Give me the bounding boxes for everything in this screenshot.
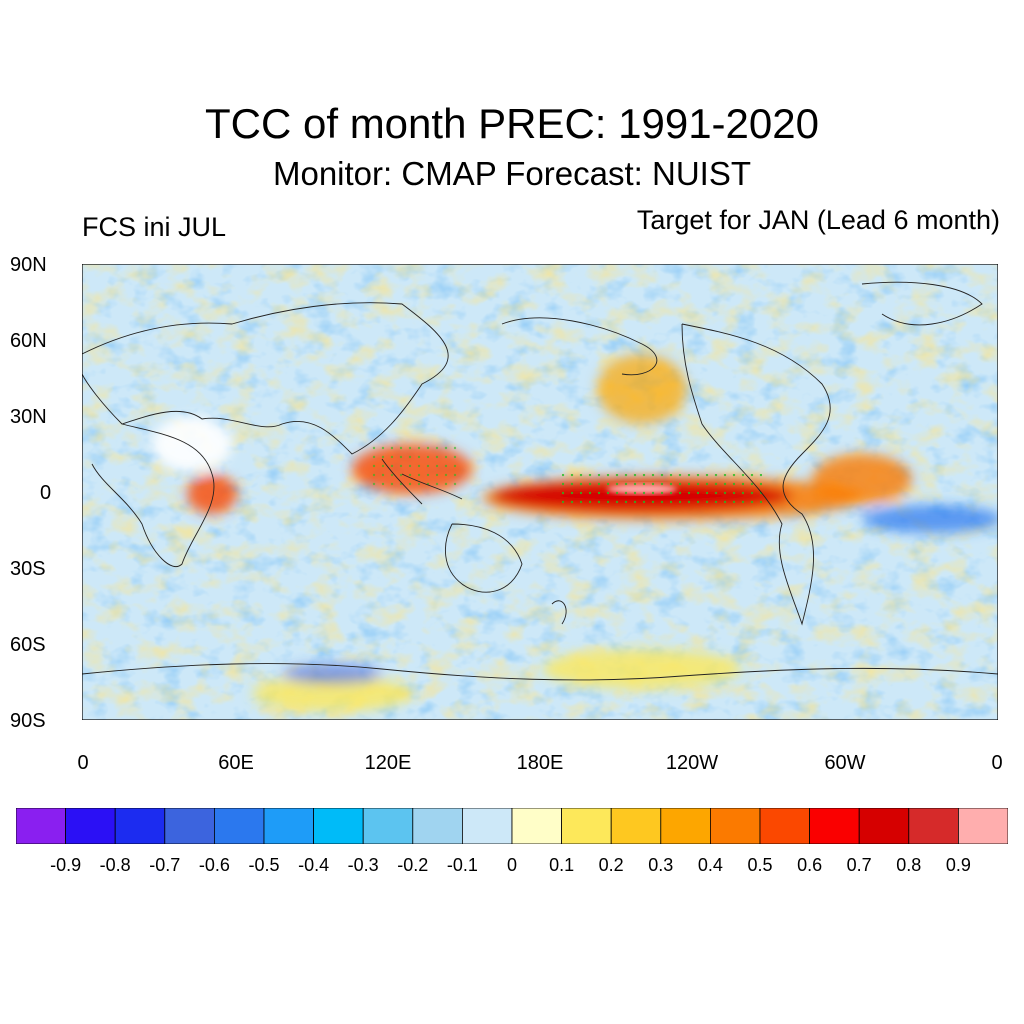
colorbar-swatch: [164, 808, 215, 844]
colorbar-tick-label: -0.5: [248, 855, 280, 875]
target-month-label: Target for JAN (Lead 6 month): [636, 205, 1000, 235]
correlation-map: [82, 264, 998, 720]
colorbar-swatch: [213, 808, 265, 844]
lon-tick-label: 120E: [364, 752, 412, 774]
lon-tick-label: 0: [77, 752, 89, 774]
colorbar-swatch: [858, 808, 910, 844]
lon-tick-label: 0: [991, 752, 1003, 774]
colorbar-swatch: [511, 808, 562, 844]
colorbar-tick-label: 0.2: [598, 855, 624, 875]
chart-subtitle: Monitor: CMAP Forecast: NUIST: [272, 155, 751, 192]
lat-tick-label: 90N: [10, 254, 47, 276]
colorbar-tick-label: 0.5: [747, 855, 773, 875]
colorbar-swatch: [461, 808, 513, 844]
colorbar-swatch: [114, 808, 166, 844]
lat-tick-label: 60S: [10, 634, 46, 656]
colorbar-swatch: [710, 808, 761, 844]
colorbar-tick-label: 0.6: [797, 855, 823, 875]
coastlines: [82, 281, 998, 681]
colorbar-swatch: [561, 808, 612, 844]
lon-tick-label: 60W: [824, 752, 866, 774]
colorbar-tick-label: 0.1: [549, 855, 575, 875]
colorbar-swatch: [809, 808, 860, 844]
lon-tick-label: 180E: [516, 752, 564, 774]
colorbar-swatch: [16, 808, 66, 844]
lat-tick-label: 60N: [10, 330, 47, 352]
colorbar-tick-label: -0.7: [149, 855, 181, 875]
colorbar-swatch: [759, 808, 810, 844]
lon-tick-label: 120W: [665, 752, 719, 774]
colorbar-swatch: [660, 808, 711, 844]
colorbar-tick-label: 0.9: [945, 855, 971, 875]
colorbar-swatch: [610, 808, 662, 844]
lat-tick-label: 30N: [10, 406, 47, 428]
colorbar-swatch: [412, 808, 463, 844]
colorbar-tick-label: -0.9: [50, 855, 82, 875]
colorbar-swatch: [65, 808, 116, 844]
colorbar-tick-label: 0: [506, 855, 518, 875]
colorbar-swatch: [958, 808, 1008, 844]
colorbar-tick-label: 0.7: [846, 855, 872, 875]
chart-title: TCC of month PREC: 1991-2020: [205, 100, 819, 147]
colorbar-tick-label: -0.4: [298, 855, 330, 875]
colorbar-swatch: [313, 808, 364, 844]
colorbar-tick-label: 0.8: [896, 855, 922, 875]
lat-tick-label: 0: [40, 482, 52, 504]
colorbar-tick-label: -0.2: [397, 855, 429, 875]
colorbar-tick-label: -0.6: [198, 855, 230, 875]
lon-tick-label: 60E: [218, 752, 254, 774]
initial-month-label: FCS ini JUL: [82, 212, 227, 242]
colorbar-tick-label: 0.4: [697, 855, 723, 875]
colorbar-tick-label: 0.3: [648, 855, 674, 875]
lat-tick-label: 90S: [10, 710, 46, 732]
colorbar-tick-label: -0.1: [446, 855, 478, 875]
colorbar-swatch: [908, 808, 959, 844]
colorbar: [16, 808, 1008, 844]
colorbar-tick-label: -0.3: [347, 855, 379, 875]
colorbar-tick-label: -0.8: [99, 855, 131, 875]
lat-tick-label: 30S: [10, 558, 46, 580]
colorbar-swatch: [263, 808, 314, 844]
colorbar-swatch: [362, 808, 414, 844]
